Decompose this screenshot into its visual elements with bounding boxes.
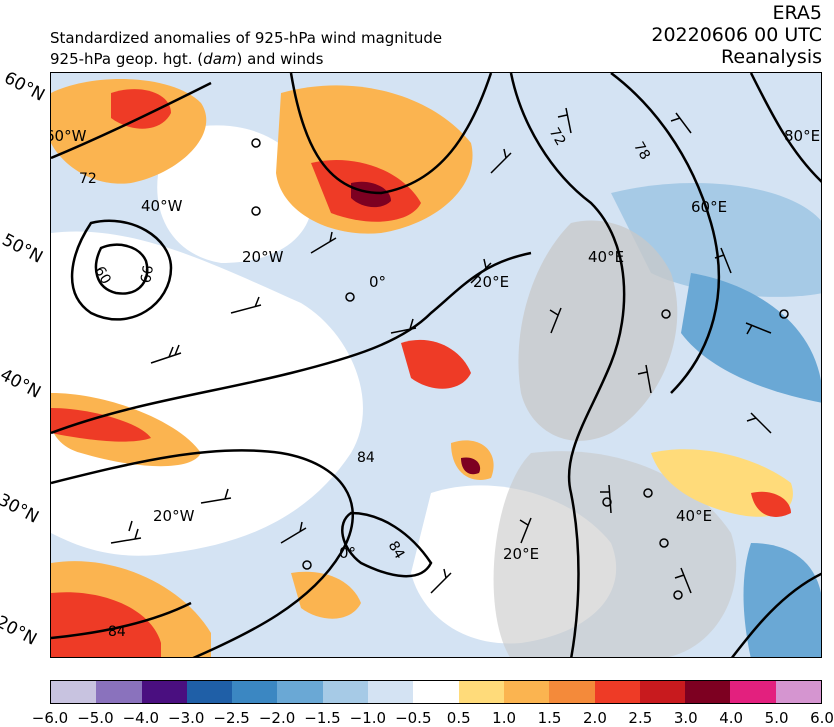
strong-anomaly-greenland [111, 89, 171, 129]
colorbar-tick-label: −5.0 [77, 709, 114, 727]
colorbar-swatch-5 [277, 681, 323, 703]
lat-label-20n: 20°N [0, 612, 40, 650]
colorbar-swatch-16 [775, 681, 822, 703]
colorbar-tick-label: −3.0 [168, 709, 205, 727]
land-mask-middle-east [493, 451, 737, 657]
colorbar-swatch-13 [639, 681, 686, 703]
lon-label-0-south: 0° [339, 544, 356, 562]
lon-label-40e-north: 40°E [588, 248, 624, 266]
colorbar-tick-label: 5.0 [764, 709, 789, 727]
strong-anomaly-france [401, 339, 471, 389]
colorbar-swatch-6 [322, 681, 369, 703]
colorbar-tick-label: −2.0 [258, 709, 296, 727]
product-type: Reanalysis [721, 46, 822, 68]
colorbar-tick-label: −1.5 [304, 709, 341, 727]
colorbar-tick-label: −6.0 [31, 709, 69, 727]
colorbar [50, 680, 822, 704]
colorbar-swatch-4 [232, 681, 278, 703]
lon-label-20w-south: 20°W [153, 507, 195, 525]
strong-anomaly-azores [51, 408, 151, 442]
map-canvas: 60°W 40°W 20°W 0° 20°E 40°E 60°E 80°E 20… [51, 73, 821, 657]
lon-label-20e-north: 20°E [473, 273, 509, 291]
lat-label-30n: 30°N [0, 490, 42, 528]
height-contours [51, 73, 821, 657]
colorbar-swatch-11 [549, 681, 595, 703]
lat-label-60n: 60°N [0, 68, 48, 106]
lat-label-50n: 50°N [0, 230, 46, 268]
colorbar-tick-label: −0.5 [395, 709, 432, 727]
neutral-region-atlantic [51, 231, 363, 556]
colorbar-swatch-8 [413, 681, 459, 703]
contour-label-72-east: 72 [546, 125, 569, 148]
lon-label-60w: 60°W [51, 127, 87, 145]
strong-anomaly-canaries [51, 592, 161, 657]
colorbar-swatch-1 [96, 681, 142, 703]
contour-label-84-algeria: 84 [385, 538, 408, 562]
lon-label-20e-south: 20°E [503, 545, 539, 563]
colorbar-swatch-7 [368, 681, 414, 703]
lat-label-40n: 40°N [0, 365, 44, 403]
subtitle-line-1: Standardized anomalies of 925-hPa wind m… [50, 29, 443, 47]
colorbar-tick-label: 3.0 [673, 709, 698, 727]
wind-barbs [110, 107, 772, 594]
colorbar-swatch-2 [141, 681, 187, 703]
colorbar-tick-label: 0.5 [446, 709, 471, 727]
colorbar-tick-label: 4.0 [719, 709, 744, 727]
lon-label-60e: 60°E [691, 198, 727, 216]
colorbar-tick-label: 2.5 [628, 709, 653, 727]
calm-wind-markers [251, 138, 789, 600]
colorbar-tick-label: 2.0 [583, 709, 607, 727]
map-subtitle: Standardized anomalies of 925-hPa wind m… [50, 28, 442, 70]
positive-anomaly-morocco [291, 571, 361, 619]
colorbar-tick-labels: −6.0 −5.0 −4.0 −3.0 −2.5 −2.0 −1.5 −1.0 −0.5 0.5 1… [32, 709, 834, 727]
map-title-block: ERA5 20220606 00 UTC Reanalysis [651, 2, 822, 68]
contour-label-66: 66 [138, 264, 157, 284]
strong-anomaly-turkey [751, 491, 791, 517]
colorbar-swatch-12 [594, 681, 640, 703]
colorbar-swatch-9 [458, 681, 504, 703]
contour-label-78: 78 [630, 139, 653, 162]
colorbar-tick-label: −1.0 [349, 709, 387, 727]
colorbar-swatch-0 [51, 681, 97, 703]
neutral-region-north [157, 125, 313, 263]
lon-label-40w: 40°W [141, 197, 183, 215]
colorbar-swatch-10 [503, 681, 550, 703]
colorbar-tick-label: 1.5 [537, 709, 562, 727]
colorbar-swatch-3 [186, 681, 233, 703]
colorbar-swatch-14 [685, 681, 731, 703]
map-panel: 60°W 40°W 20°W 0° 20°E 40°E 60°E 80°E 20… [50, 72, 822, 658]
lon-label-20w-north: 20°W [242, 248, 284, 266]
data-source: ERA5 [772, 2, 822, 24]
extreme-anomaly-italy [461, 457, 481, 475]
lon-label-0-north: 0° [369, 273, 386, 291]
lon-label-40e-south: 40°E [676, 507, 712, 525]
lon-label-80e: 80°E [784, 127, 820, 145]
colorbar-tick-label: 6.0 [810, 709, 834, 727]
colorbar-tick-label: −4.0 [122, 709, 160, 727]
subtitle-line-2: 925-hPa geop. hgt. (dam) and winds [50, 50, 324, 68]
land-mask-europe [518, 220, 678, 441]
colorbar-swatch-15 [730, 681, 776, 703]
valid-time: 20220606 00 UTC [651, 24, 822, 46]
colorbar-tick-label: −2.5 [213, 709, 250, 727]
contour-label-84-south: 84 [108, 624, 126, 640]
contour-label-60: 60 [91, 264, 114, 287]
contour-label-84-spain: 84 [357, 450, 375, 466]
extreme-anomaly-north-sea [351, 181, 391, 208]
colorbar-tick-label: 1.0 [492, 709, 517, 727]
contour-label-72-west: 72 [79, 171, 97, 187]
